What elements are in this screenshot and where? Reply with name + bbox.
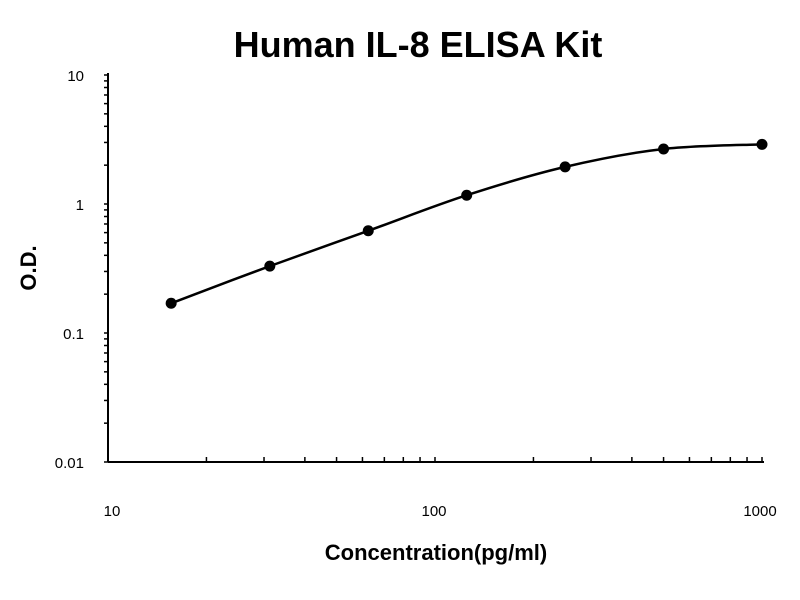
x-axis-label: Concentration(pg/ml)	[325, 540, 547, 565]
x-tick-label: 1000	[743, 503, 776, 520]
data-point	[362, 225, 374, 237]
y-tick-label: 10	[67, 68, 84, 85]
data-point	[264, 260, 276, 272]
chart-title: Human IL-8 ELISA Kit	[234, 24, 603, 65]
y-tick-label: 0.1	[63, 326, 84, 343]
tick-labels: 10 100 1000 0.01 0.1 1 10	[55, 68, 777, 520]
y-tick-label: 0.01	[55, 455, 84, 472]
x-tick-label: 10	[104, 503, 121, 520]
data-point	[559, 161, 571, 173]
data-point	[165, 297, 177, 309]
y-axis-label: O.D.	[16, 245, 41, 290]
data-point	[461, 189, 473, 201]
data-point	[658, 143, 670, 155]
plot-area	[165, 138, 768, 309]
series-line	[170, 143, 763, 305]
x-tick-label: 100	[421, 503, 446, 520]
y-tick-label: 1	[76, 197, 84, 214]
data-point	[756, 138, 768, 150]
axes	[104, 73, 764, 463]
